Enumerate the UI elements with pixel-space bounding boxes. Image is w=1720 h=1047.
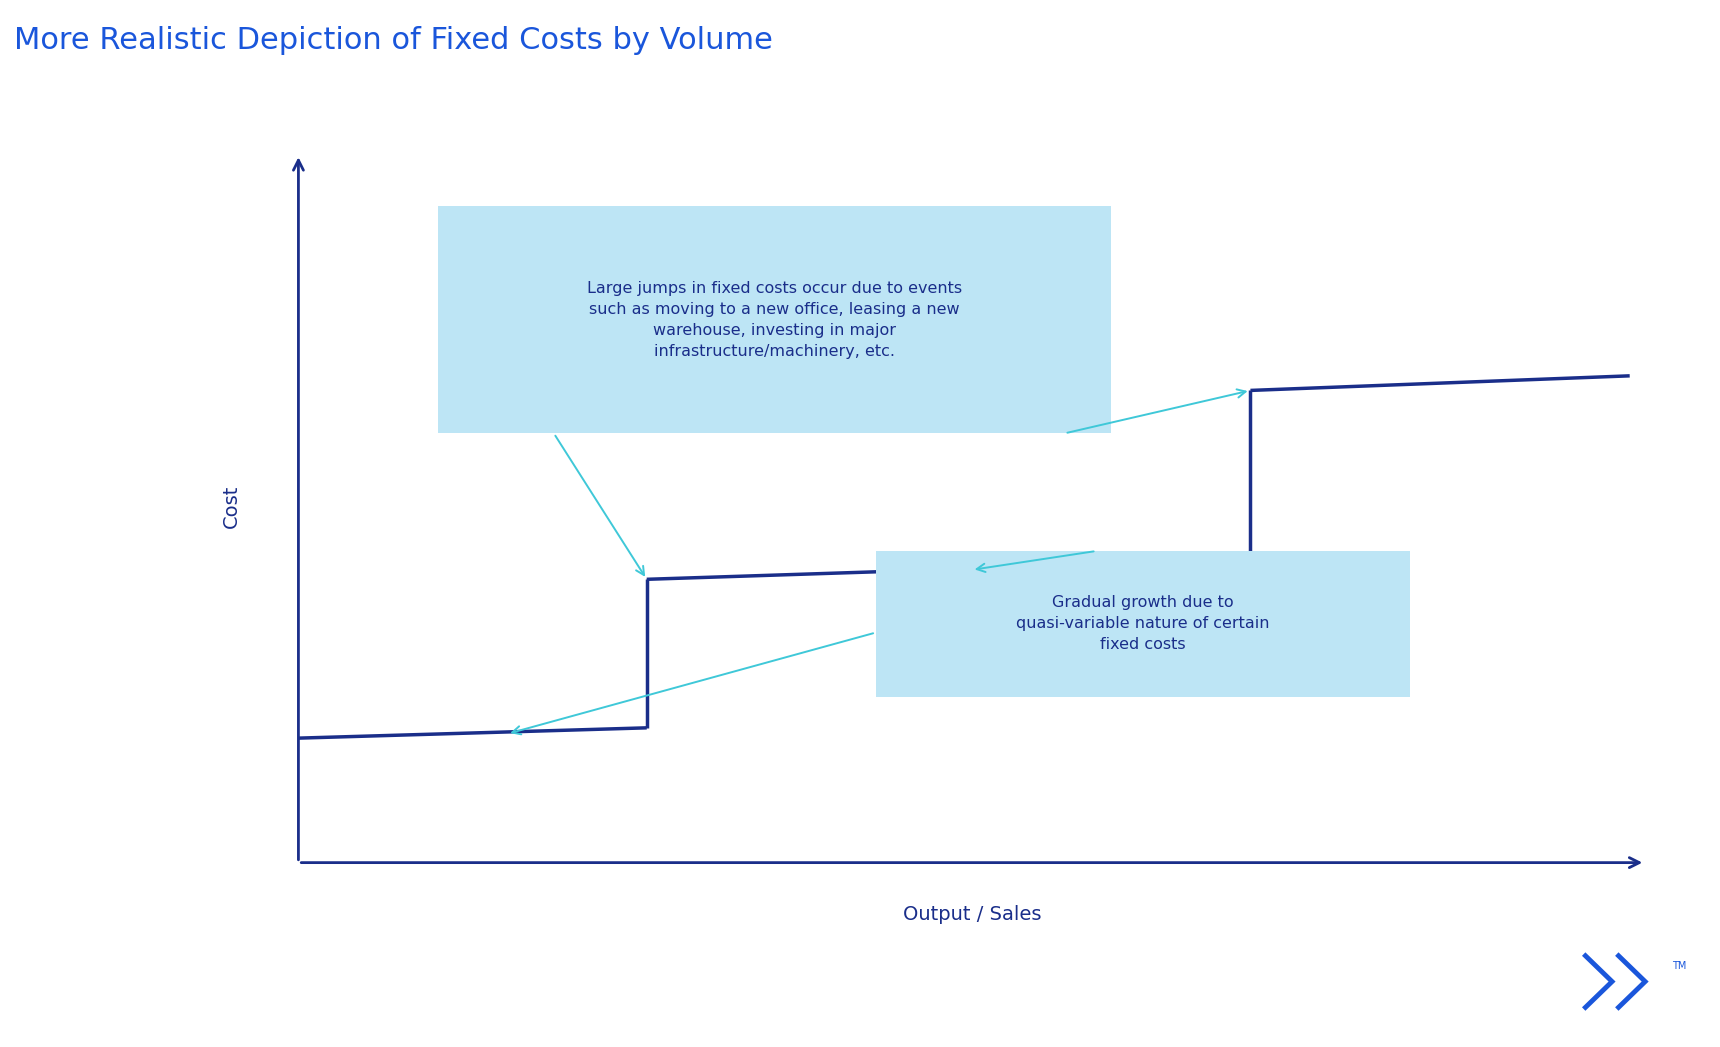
Text: More Realistic Depiction of Fixed Costs by Volume: More Realistic Depiction of Fixed Costs … [14, 26, 772, 55]
FancyBboxPatch shape [437, 206, 1111, 433]
Text: Cost: Cost [222, 485, 241, 528]
FancyBboxPatch shape [875, 551, 1410, 697]
Text: TM: TM [1672, 961, 1686, 972]
Text: Output / Sales: Output / Sales [903, 905, 1041, 923]
Text: Large jumps in fixed costs occur due to events
such as moving to a new office, l: Large jumps in fixed costs occur due to … [587, 281, 961, 358]
Text: Gradual growth due to
quasi-variable nature of certain
fixed costs: Gradual growth due to quasi-variable nat… [1017, 596, 1269, 652]
